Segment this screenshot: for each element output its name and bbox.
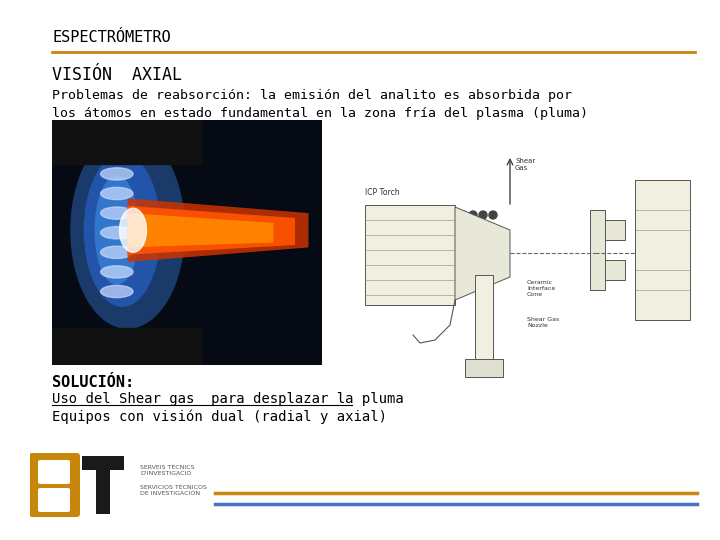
FancyBboxPatch shape xyxy=(38,460,70,484)
Bar xyxy=(605,260,625,280)
Text: SOLUCIÓN:: SOLUCIÓN: xyxy=(52,375,134,390)
Bar xyxy=(365,205,455,305)
FancyBboxPatch shape xyxy=(38,488,70,512)
Text: ESPECTRÓMETRO: ESPECTRÓMETRO xyxy=(52,30,171,45)
Ellipse shape xyxy=(101,246,133,259)
Circle shape xyxy=(489,233,497,241)
Text: Shear
Gas: Shear Gas xyxy=(515,158,535,171)
Text: SERVICIOS TÉCNICOS
DE INVESTIGACIÓN: SERVICIOS TÉCNICOS DE INVESTIGACIÓN xyxy=(140,485,207,496)
Ellipse shape xyxy=(95,177,138,284)
Text: Ceramic
Interface
Cone: Ceramic Interface Cone xyxy=(527,280,555,296)
Circle shape xyxy=(489,211,497,219)
Bar xyxy=(52,328,200,365)
Text: Equipos con visión dual (radial y axial): Equipos con visión dual (radial y axial) xyxy=(52,410,387,424)
Text: ICP Torch: ICP Torch xyxy=(365,188,400,197)
Text: Shear Gas
Nozzle: Shear Gas Nozzle xyxy=(527,317,559,328)
Bar xyxy=(635,180,690,320)
Polygon shape xyxy=(127,206,295,255)
Circle shape xyxy=(469,233,477,241)
Bar xyxy=(465,359,503,377)
Bar xyxy=(82,456,124,470)
Circle shape xyxy=(479,211,487,219)
Ellipse shape xyxy=(84,154,160,306)
Ellipse shape xyxy=(71,132,184,328)
Ellipse shape xyxy=(101,187,133,200)
Circle shape xyxy=(459,211,467,219)
Ellipse shape xyxy=(101,227,133,239)
Bar xyxy=(52,120,200,164)
Bar xyxy=(590,210,605,290)
Circle shape xyxy=(469,211,477,219)
Text: SERVEIS TÈCNICS
D'INVESTIGACIÓ: SERVEIS TÈCNICS D'INVESTIGACIÓ xyxy=(140,465,194,476)
Text: los átomos en estado fundamental en la zona fría del plasma (pluma): los átomos en estado fundamental en la z… xyxy=(52,107,588,120)
Polygon shape xyxy=(127,198,308,262)
Ellipse shape xyxy=(101,207,133,219)
Circle shape xyxy=(459,233,467,241)
Text: Uso del Shear gas  para desplazar la pluma: Uso del Shear gas para desplazar la plum… xyxy=(52,392,404,406)
Circle shape xyxy=(479,233,487,241)
Ellipse shape xyxy=(101,266,133,278)
Ellipse shape xyxy=(120,208,146,252)
Text: Problemas de reabsorción: la emisión del analito es absorbida por: Problemas de reabsorción: la emisión del… xyxy=(52,89,572,102)
Bar xyxy=(96,456,110,514)
Ellipse shape xyxy=(101,168,133,180)
Text: VISIÓN  AXIAL: VISIÓN AXIAL xyxy=(52,66,182,84)
FancyBboxPatch shape xyxy=(29,453,80,517)
Bar xyxy=(475,275,493,375)
Ellipse shape xyxy=(101,285,133,298)
Polygon shape xyxy=(127,213,274,247)
Polygon shape xyxy=(455,207,510,300)
Bar xyxy=(605,220,625,240)
